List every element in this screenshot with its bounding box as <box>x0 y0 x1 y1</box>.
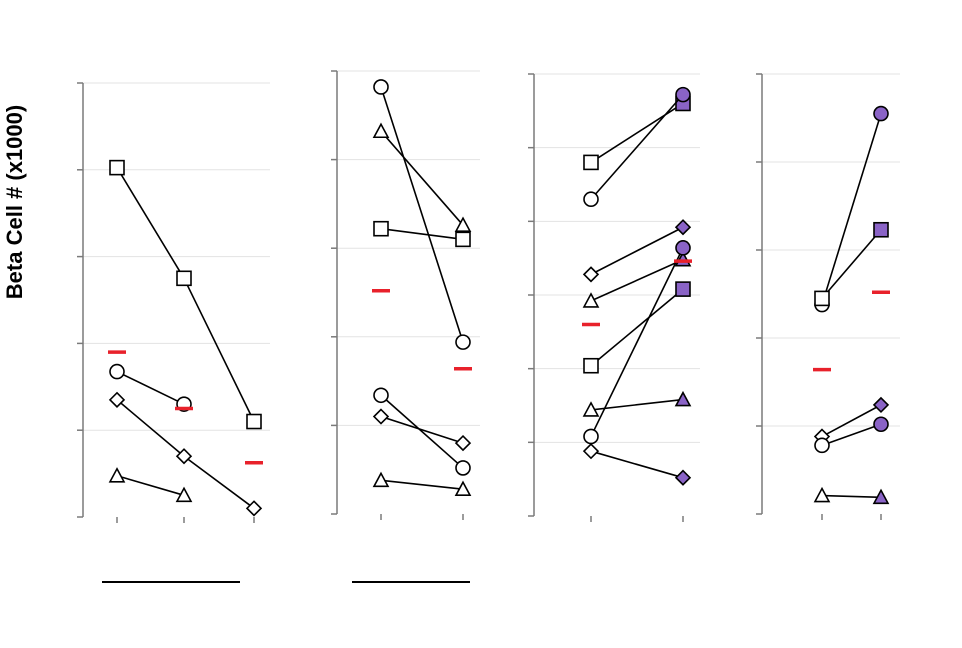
data-point-circle-low <box>455 460 471 476</box>
data-point-triangle-low <box>674 390 692 407</box>
panel-d <box>756 73 900 520</box>
data-point-square-low <box>583 357 599 374</box>
series-line-circle-high <box>590 94 684 200</box>
data-point-square <box>246 413 262 430</box>
data-point-square-low <box>675 281 691 297</box>
series-line-diamond-high <box>590 226 684 276</box>
data-point-diamond <box>245 500 263 517</box>
data-point-triangle-low <box>454 480 472 496</box>
series-line-square-low <box>590 288 684 367</box>
data-point-triangle-low <box>372 471 390 488</box>
series-line-triangle-low <box>380 479 464 490</box>
series-line-triangle-high <box>590 258 684 302</box>
series-line-circle-low <box>380 394 464 469</box>
data-point-triangle-high <box>372 122 390 139</box>
series-line-diamond <box>380 415 464 444</box>
data-point-circle-low <box>814 437 830 454</box>
series-line-diamond <box>183 455 255 509</box>
data-point-triangle <box>813 486 831 503</box>
data-point-circle-low <box>675 240 691 256</box>
series-line-triangle-low <box>590 398 684 411</box>
data-point-circle-high <box>873 105 889 122</box>
data-point-diamond-high <box>582 266 600 283</box>
data-point-square <box>176 270 192 287</box>
panel-a <box>77 82 270 583</box>
series-line-triangle <box>821 494 882 499</box>
data-point-circle-high <box>675 86 691 103</box>
data-point-diamond-low <box>674 469 692 486</box>
data-point-circle-high <box>583 191 599 208</box>
series-line-triangle <box>116 475 185 497</box>
data-point-diamond <box>872 396 890 414</box>
data-point-triangle <box>108 467 126 483</box>
series-line-square <box>116 167 185 279</box>
data-point-square <box>373 220 389 237</box>
data-point-triangle-high <box>582 292 600 308</box>
series-line-diamond <box>821 404 882 438</box>
series-line-square <box>821 229 882 299</box>
panel-b <box>331 70 480 583</box>
series-line-circle-low <box>821 423 882 447</box>
series-line-diamond <box>116 399 185 457</box>
series-line-circle-high <box>380 86 464 343</box>
data-point-diamond-low <box>582 443 600 460</box>
series-line-circle-high <box>821 113 882 305</box>
series-line-square <box>380 227 464 241</box>
data-point-circle-high <box>373 79 389 95</box>
panel-c <box>528 73 700 522</box>
series-line-circle-low <box>590 247 684 437</box>
data-point-square-high <box>583 154 599 171</box>
data-point-diamond <box>372 408 390 425</box>
data-point-diamond <box>108 391 126 408</box>
data-point-triangle <box>872 488 890 505</box>
series-line-square-high <box>590 102 684 164</box>
data-point-circle-low <box>583 428 599 445</box>
data-point-circle-high <box>455 334 471 350</box>
data-point-square <box>873 221 889 238</box>
data-point-square <box>455 231 471 248</box>
series-line-diamond-low <box>590 450 684 479</box>
data-point-square <box>814 290 830 307</box>
data-point-circle-low <box>873 416 889 433</box>
data-point-circle <box>109 363 125 380</box>
data-point-diamond <box>454 434 472 452</box>
series-line-circle <box>116 370 185 405</box>
data-point-diamond <box>175 448 193 465</box>
data-point-circle-low <box>373 387 389 404</box>
data-point-triangle <box>175 486 193 503</box>
data-point-triangle-high <box>454 216 472 232</box>
y-axis-label: Beta Cell # (x1000) <box>2 105 27 299</box>
data-point-square <box>109 159 125 176</box>
data-point-triangle-low <box>582 401 600 417</box>
data-point-diamond-high <box>674 219 692 236</box>
series-line-square <box>183 277 255 422</box>
series-line-triangle-high <box>380 130 464 226</box>
